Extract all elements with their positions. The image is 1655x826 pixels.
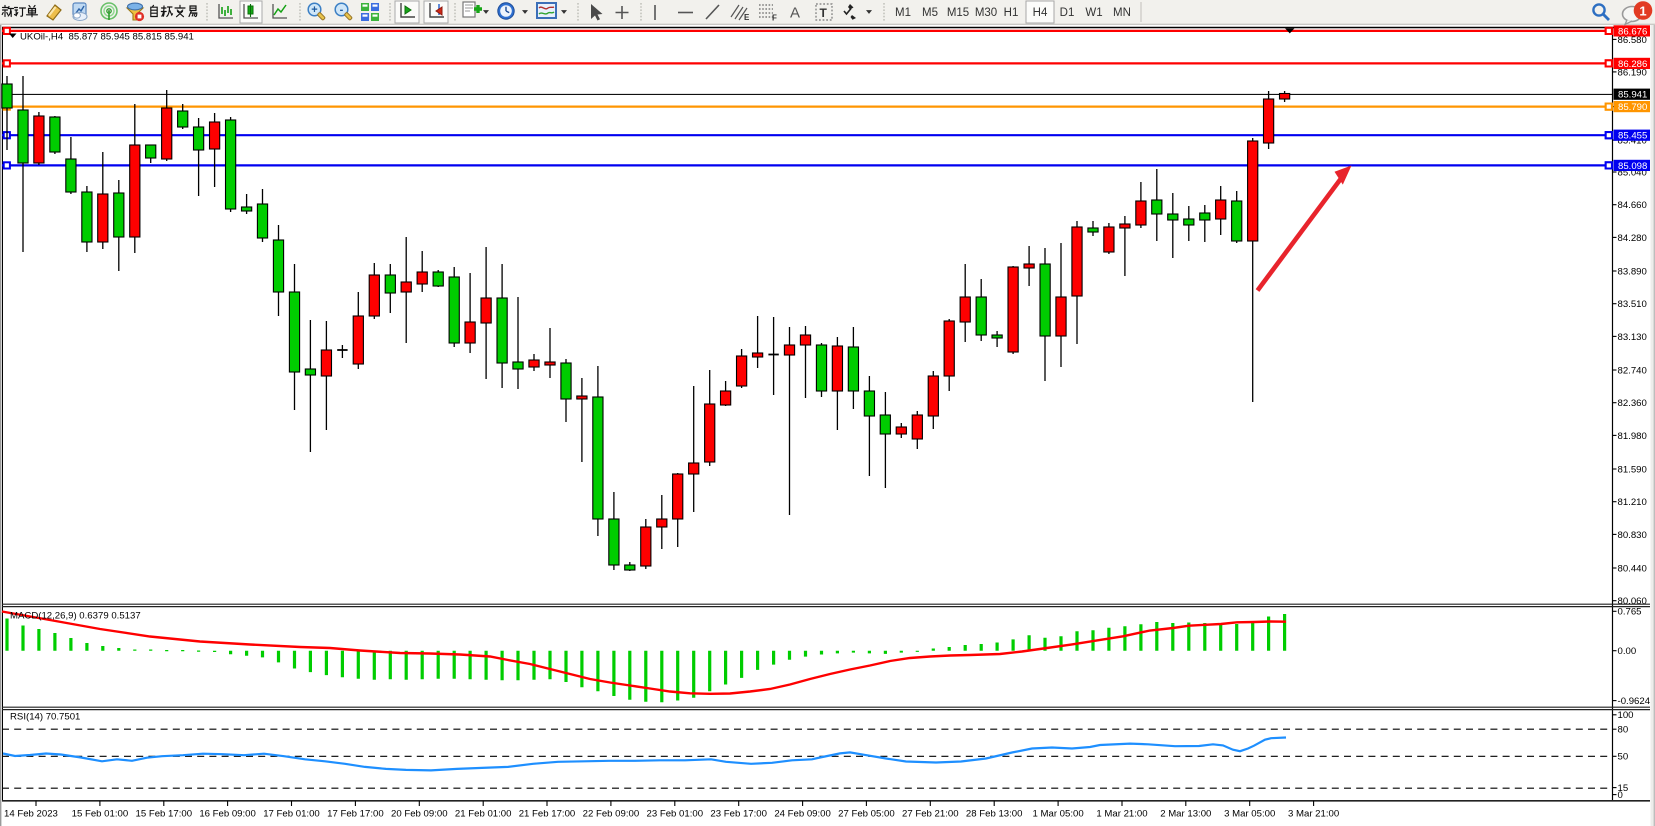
svg-text:MACD(12,26,9) 0.6379 0.5137: MACD(12,26,9) 0.6379 0.5137 — [10, 611, 141, 622]
svg-text:M5: M5 — [922, 7, 938, 19]
svg-text:3 Mar 05:00: 3 Mar 05:00 — [1224, 809, 1275, 820]
svg-text:+: + — [311, 4, 317, 16]
svg-text:80.060: 80.060 — [1618, 596, 1647, 607]
svg-text:F: F — [772, 14, 777, 23]
svg-text:M15: M15 — [947, 7, 969, 19]
svg-text:17 Feb 17:00: 17 Feb 17:00 — [327, 809, 384, 820]
svg-text:85.410: 85.410 — [1618, 136, 1647, 147]
svg-text:80: 80 — [1618, 725, 1629, 736]
svg-text:3 Mar 21:00: 3 Mar 21:00 — [1288, 809, 1339, 820]
svg-text:W1: W1 — [1085, 7, 1102, 19]
svg-text:27 Feb 05:00: 27 Feb 05:00 — [838, 809, 895, 820]
svg-text:1: 1 — [1639, 3, 1646, 18]
svg-text:17 Feb 01:00: 17 Feb 01:00 — [263, 809, 320, 820]
svg-text:21 Feb 17:00: 21 Feb 17:00 — [519, 809, 576, 820]
svg-text:24 Feb 09:00: 24 Feb 09:00 — [774, 809, 831, 820]
svg-text:M30: M30 — [975, 7, 997, 19]
svg-text:M1: M1 — [895, 7, 911, 19]
svg-text:84.280: 84.280 — [1618, 233, 1647, 244]
svg-text:86.580: 86.580 — [1618, 35, 1647, 46]
svg-text:81.210: 81.210 — [1618, 497, 1647, 508]
svg-text:82.740: 82.740 — [1618, 365, 1647, 376]
svg-text:14 Feb 2023: 14 Feb 2023 — [4, 809, 58, 820]
svg-text:27 Feb 21:00: 27 Feb 21:00 — [902, 809, 959, 820]
svg-text:28 Feb 13:00: 28 Feb 13:00 — [966, 809, 1023, 820]
svg-text:E: E — [744, 13, 750, 22]
svg-text:86.286: 86.286 — [1618, 59, 1647, 70]
svg-text:D1: D1 — [1060, 7, 1075, 19]
svg-text:MN: MN — [1113, 7, 1131, 19]
svg-text:16 Feb 09:00: 16 Feb 09:00 — [199, 809, 256, 820]
svg-text:22 Feb 09:00: 22 Feb 09:00 — [583, 809, 640, 820]
svg-text:15: 15 — [1618, 783, 1629, 794]
svg-text:100: 100 — [1618, 710, 1634, 721]
svg-text:83.130: 83.130 — [1618, 332, 1647, 343]
svg-text:UKOil-,H4 85.877 85.945 85.81: UKOil-,H4 85.877 85.945 85.815 85.941 — [20, 32, 194, 43]
svg-text:15 Feb 17:00: 15 Feb 17:00 — [136, 809, 193, 820]
svg-text:85.455: 85.455 — [1618, 131, 1647, 142]
svg-text:84.660: 84.660 — [1618, 200, 1647, 211]
svg-text:50: 50 — [1618, 752, 1629, 763]
svg-text:H1: H1 — [1004, 7, 1019, 19]
svg-text:1 Mar 21:00: 1 Mar 21:00 — [1096, 809, 1147, 820]
svg-text:85.941: 85.941 — [1618, 90, 1647, 101]
svg-text:85.040: 85.040 — [1618, 167, 1647, 178]
svg-text:21 Feb 01:00: 21 Feb 01:00 — [455, 809, 512, 820]
svg-text:82.360: 82.360 — [1618, 398, 1647, 409]
svg-text:2 Mar 13:00: 2 Mar 13:00 — [1160, 809, 1211, 820]
svg-text:0: 0 — [1618, 790, 1623, 801]
svg-text:15 Feb 01:00: 15 Feb 01:00 — [72, 809, 129, 820]
svg-text:-: - — [340, 4, 344, 16]
svg-text:RSI(14) 70.7501: RSI(14) 70.7501 — [10, 712, 80, 723]
svg-text:80.830: 80.830 — [1618, 530, 1647, 541]
svg-text:81.980: 81.980 — [1618, 431, 1647, 442]
svg-text:83.890: 83.890 — [1618, 266, 1647, 277]
svg-text:0.765: 0.765 — [1618, 607, 1642, 618]
svg-text:-0.9624: -0.9624 — [1618, 696, 1651, 707]
svg-text:85.790: 85.790 — [1618, 102, 1647, 113]
svg-text:83.510: 83.510 — [1618, 299, 1647, 310]
svg-text:0.00: 0.00 — [1618, 646, 1637, 657]
svg-text:1 Mar 05:00: 1 Mar 05:00 — [1032, 809, 1083, 820]
svg-text:T: T — [820, 6, 828, 20]
svg-text:85.098: 85.098 — [1618, 161, 1647, 172]
svg-text:23 Feb 01:00: 23 Feb 01:00 — [647, 809, 704, 820]
svg-text:81.590: 81.590 — [1618, 464, 1647, 475]
svg-text:20 Feb 09:00: 20 Feb 09:00 — [391, 809, 448, 820]
svg-text:23 Feb 17:00: 23 Feb 17:00 — [710, 809, 767, 820]
svg-text:86.676: 86.676 — [1618, 26, 1647, 37]
svg-text:86.190: 86.190 — [1618, 67, 1647, 78]
svg-text:H4: H4 — [1033, 7, 1048, 19]
svg-text:A: A — [790, 5, 800, 22]
svg-text:80.440: 80.440 — [1618, 563, 1647, 574]
